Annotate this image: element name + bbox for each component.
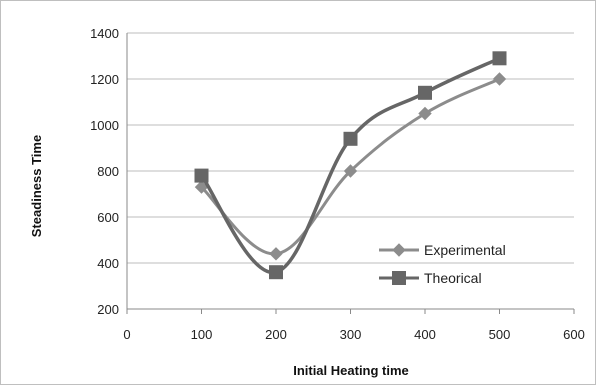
y-tick-label: 800 [97,164,119,179]
experimental-line [200,77,501,256]
theorical-point [194,168,209,183]
axes [126,33,575,314]
series-group [194,51,507,280]
series-experimental [194,72,507,261]
experimental-point [418,106,432,121]
y-tick-label: 1200 [90,72,119,87]
x-tick-label: 400 [414,327,436,342]
x-tick-label: 500 [489,327,511,342]
legend-label: Experimental [424,242,506,258]
series-theorical [194,51,507,280]
x-tick-label: 0 [123,327,130,342]
x-tick-label: 100 [191,327,213,342]
theorical-line [199,56,502,274]
theorical-point [343,131,358,146]
x-axis-title: Initial Heating time [293,363,409,378]
y-axis-title: Steadiness Time [29,135,44,237]
y-tick-label: 600 [97,210,119,225]
x-tick-label: 200 [265,327,287,342]
y-tick-label: 400 [97,256,119,271]
legend-marker [392,243,406,257]
experimental-point [269,247,283,261]
y-tick-label: 1400 [90,26,119,41]
y-tick-label: 1000 [90,118,119,133]
gridlines [127,32,574,264]
tick-labels: 200 400 600 800 1000 1200 1400 0 100 200 300 400 500… [90,26,585,342]
legend: Experimental Theorical [379,242,506,286]
experimental-point [343,164,358,178]
legend-item: Theorical [379,270,482,286]
legend-marker [392,271,406,285]
legend-label: Theorical [424,270,482,286]
experimental-point [492,72,507,86]
x-tick-label: 600 [563,327,585,342]
theorical-point [492,51,507,66]
theorical-point [418,85,432,100]
y-tick-label: 200 [97,302,119,317]
theorical-point [269,265,283,280]
x-tick-label: 300 [340,327,362,342]
legend-item: Experimental [379,242,506,258]
